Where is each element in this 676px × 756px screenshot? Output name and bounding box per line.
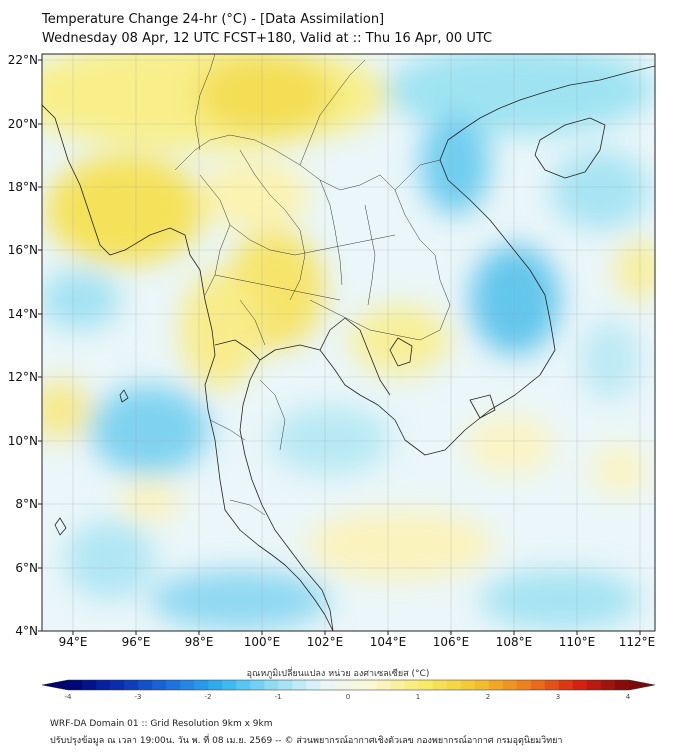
colorbar-segment [320, 680, 336, 690]
lat-label: 18°N [8, 180, 38, 194]
colorbar-segment [614, 680, 630, 690]
colorbar-segment [208, 680, 223, 690]
colorbar-segment [306, 680, 322, 690]
colorbar-outline [41, 679, 656, 691]
colorbar-segment [292, 680, 308, 690]
colorbar-max-arrow [629, 680, 655, 690]
plot-frame [41, 53, 656, 632]
lat-label: 4°N [15, 624, 38, 638]
colorbar-segment [166, 680, 181, 690]
colorbar-tick: 0 [346, 693, 350, 701]
colorbar-segment [334, 680, 350, 690]
colorbar-segment [586, 680, 602, 690]
colorbar-segment [68, 680, 83, 690]
colorbar-segments [68, 680, 630, 690]
colorbar-segment [264, 680, 279, 690]
lon-label: 108°E [496, 635, 533, 649]
colorbar-segment [502, 680, 518, 690]
lat-label: 14°N [8, 307, 38, 321]
lat-label: 12°N [8, 370, 38, 384]
colorbar-segment [558, 680, 574, 690]
colorbar-label: อุณหภูมิเปลี่ยนแปลง หน่วย องศาเซลเซียส (… [246, 669, 430, 679]
lon-label: 106°E [433, 635, 470, 649]
lon-label: 98°E [185, 635, 214, 649]
colorbar-segment [222, 680, 237, 690]
colorbar-segment [180, 680, 195, 690]
colorbar-min-arrow [42, 680, 68, 690]
footer-model-info: WRF-DA Domain 01 :: Grid Resolution 9km … [50, 719, 273, 729]
colorbar-segment [390, 680, 406, 690]
colorbar-segment [348, 680, 364, 690]
colorbar-segment [138, 680, 153, 690]
lon-label: 110°E [559, 635, 596, 649]
colorbar-segment [530, 680, 546, 690]
colorbar-segment [236, 680, 251, 690]
lat-label: 10°N [8, 434, 38, 448]
lat-label: 6°N [15, 561, 38, 575]
colorbar-tick: 3 [556, 693, 560, 701]
graticule [42, 54, 655, 631]
colorbar-segment [362, 680, 378, 690]
temperature-field [42, 54, 655, 631]
colorbar-tick: -3 [135, 693, 142, 701]
lon-label: 96°E [122, 635, 151, 649]
colorbar-segment [474, 680, 490, 690]
lon-label: 102°E [307, 635, 344, 649]
colorbar-segment [96, 680, 111, 690]
lat-label: 8°N [15, 497, 38, 511]
colorbar-segment [124, 680, 139, 690]
colorbar-tick: 4 [626, 693, 631, 701]
colorbar-segment [278, 680, 294, 690]
map-subtitle: Wednesday 08 Apr, 12 UTC FCST+180, Valid… [42, 31, 493, 46]
lon-labels: 94°E 96°E 98°E 100°E 102°E 104°E 106°E 1… [59, 635, 656, 649]
colorbar: -4 -3 -2 -1 0 1 2 3 4 [41, 679, 656, 701]
colorbar-segment [516, 680, 532, 690]
lat-label: 22°N [8, 53, 38, 67]
colorbar-segment [432, 680, 448, 690]
colorbar-tick: -1 [275, 693, 282, 701]
colorbar-segment [488, 680, 504, 690]
colorbar-segment [110, 680, 125, 690]
tick-marks [38, 59, 641, 635]
colorbar-segment [600, 680, 616, 690]
lon-label: 104°E [370, 635, 407, 649]
lon-label: 100°E [244, 635, 281, 649]
colorbar-tick: 2 [486, 693, 490, 701]
colorbar-segment [250, 680, 265, 690]
lat-labels: 22°N 20°N 18°N 16°N 14°N 12°N 10°N 8°N 6… [8, 53, 38, 638]
map-title: Temperature Change 24-hr (°C) - [Data As… [42, 12, 385, 27]
colorbar-segment [376, 680, 392, 690]
colorbar-segment [446, 680, 462, 690]
colorbar-segment [460, 680, 476, 690]
colorbar-segment [418, 680, 434, 690]
colorbar-segment [194, 680, 209, 690]
colorbar-segment [572, 680, 588, 690]
colorbar-segment [404, 680, 420, 690]
lon-label: 112°E [619, 635, 656, 649]
colorbar-tick: 1 [416, 693, 420, 701]
lat-label: 16°N [8, 243, 38, 257]
footer-credit: ปรับปรุงข้อมูล ณ เวลา 19:00น. วัน พ. ที่… [50, 736, 563, 746]
colorbar-tick: -2 [205, 693, 212, 701]
admin-borders [174, 54, 451, 516]
colorbar-ticks: -4 -3 -2 -1 0 1 2 3 4 [65, 693, 631, 701]
coastlines [42, 65, 655, 631]
lon-label: 94°E [59, 635, 88, 649]
colorbar-segment [152, 680, 167, 690]
lat-label: 20°N [8, 117, 38, 131]
colorbar-segment [82, 680, 97, 690]
colorbar-tick: -4 [65, 693, 73, 701]
colorbar-segment [544, 680, 560, 690]
